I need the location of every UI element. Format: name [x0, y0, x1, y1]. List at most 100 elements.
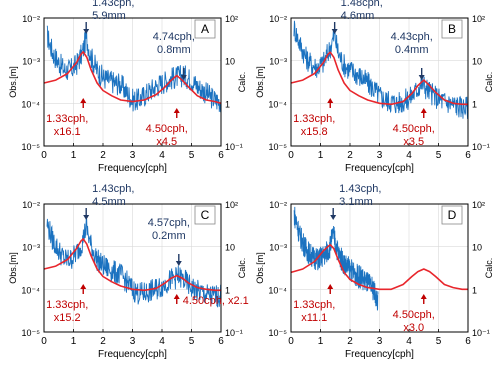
panel-label: C [201, 208, 210, 222]
y-left-tick-label: 10⁻³ [22, 243, 40, 253]
y-right-axis-label: Calc. [237, 258, 247, 279]
calc-peak-annotation: x11.1 [301, 312, 327, 324]
panel-label: B [448, 22, 456, 36]
x-tick-label: 2 [347, 150, 353, 161]
observed-spectrum-line [46, 217, 222, 308]
x-tick-label: 6 [465, 150, 471, 161]
x-tick-label: 3 [130, 336, 136, 347]
x-tick-label: 2 [100, 336, 106, 347]
y-right-axis-label: Calc. [484, 72, 494, 93]
calc-peak-arrowhead [80, 284, 87, 289]
obs-peak-arrowhead [331, 29, 338, 34]
obs-peak-arrowhead [175, 261, 182, 266]
x-tick-label: 4 [406, 150, 412, 161]
calculated-response-line [290, 243, 468, 291]
x-tick-label: 4 [159, 336, 165, 347]
y-right-tick-label: 1 [225, 99, 230, 109]
x-tick-label: 1 [318, 336, 324, 347]
chart-panel-a: 0 1 2 3 4 5 6 10⁻² 10⁻³ 10⁻⁴ 10⁻⁵ 10² 10 1 10⁻¹ Frequen… [8, 0, 247, 174]
y-left-tick-label: 10⁻⁴ [21, 99, 40, 109]
y-right-tick-label: 10 [225, 243, 235, 253]
y-right-axis-label: Calc. [484, 258, 494, 279]
x-tick-label: 3 [377, 150, 383, 161]
calc-peak-annotation: 1.33cph, [46, 299, 88, 311]
x-tick-label: 0 [288, 150, 294, 161]
calc-peak-annotation: 1.33cph, [46, 113, 88, 125]
x-tick-label: 4 [406, 336, 412, 347]
calc-peak-annotation: x3.5 [403, 136, 424, 148]
y-left-tick-label: 10⁻³ [269, 243, 287, 253]
x-tick-label: 1 [318, 150, 324, 161]
calc-peak-arrowhead [420, 294, 427, 299]
y-right-tick-label: 10² [472, 14, 485, 24]
y-left-tick-label: 10⁻² [22, 14, 40, 24]
obs-peak-annotation: 1.43cph, [339, 183, 381, 195]
y-right-tick-label: 1 [472, 285, 477, 295]
y-left-tick-label: 10⁻⁵ [269, 142, 288, 152]
calculated-response-line [43, 51, 222, 105]
y-left-tick-label: 10⁻² [22, 200, 40, 210]
y-left-tick-label: 10⁻³ [22, 57, 40, 67]
obs-peak-annotation: 4.74cph, [153, 31, 195, 43]
obs-peak-annotation: 0.4mm [395, 44, 429, 56]
chart-panel-b: 0 1 2 3 4 5 6 10⁻² 10⁻³ 10⁻⁴ 10⁻⁵ 10² 10 1 10⁻¹ Frequen… [255, 0, 494, 174]
obs-peak-arrowhead [180, 75, 187, 80]
x-tick-label: 5 [189, 336, 195, 347]
obs-peak-annotation: 4.5mm [92, 196, 126, 208]
y-left-tick-label: 10⁻⁴ [21, 285, 40, 295]
y-right-axis-label: Calc. [237, 72, 247, 93]
calc-peak-annotation: x15.8 [301, 126, 328, 138]
obs-peak-annotation: 0.2mm [152, 230, 186, 242]
x-tick-label: 0 [41, 336, 47, 347]
calc-peak-arrowhead [80, 98, 87, 103]
panel-label-box [194, 205, 216, 225]
y-right-tick-label: 10² [225, 14, 238, 24]
obs-peak-arrowhead [330, 215, 337, 220]
y-left-axis-label: Obs.[m] [255, 252, 265, 284]
y-right-tick-label: 10⁻¹ [225, 142, 243, 152]
y-left-tick-label: 10⁻³ [269, 57, 287, 67]
y-left-tick-label: 10⁻² [269, 14, 287, 24]
y-left-tick-label: 10⁻⁴ [268, 285, 287, 295]
calc-peak-annotation: x15.2 [54, 312, 81, 324]
y-right-tick-label: 10⁻¹ [225, 328, 243, 338]
x-tick-label: 3 [377, 336, 383, 347]
y-left-tick-label: 10⁻⁴ [268, 99, 287, 109]
y-left-axis-label: Obs.[m] [8, 252, 18, 284]
x-tick-label: 5 [189, 150, 195, 161]
y-left-axis-label: Obs.[m] [255, 66, 265, 98]
x-tick-label: 2 [100, 150, 106, 161]
observed-spectrum-line [293, 206, 379, 311]
x-tick-label: 5 [436, 336, 442, 347]
calculated-response-line [290, 51, 468, 106]
x-axis-label: Frequency[cph] [98, 349, 167, 360]
calc-peak-arrowhead [173, 108, 180, 113]
y-right-tick-label: 1 [225, 285, 230, 295]
obs-peak-annotation: 5.9mm [92, 10, 126, 22]
calc-peak-arrowhead [327, 98, 334, 103]
obs-peak-annotation: 3.1mm [339, 196, 373, 208]
y-right-tick-label: 10 [472, 243, 482, 253]
x-tick-label: 1 [71, 336, 77, 347]
x-tick-label: 1 [71, 150, 77, 161]
obs-peak-annotation: 0.8mm [157, 44, 191, 56]
observed-spectrum-line [293, 20, 469, 120]
calc-peak-annotation: 1.33cph, [293, 299, 335, 311]
calc-peak-annotation: 4.50cph, [393, 123, 435, 135]
x-tick-label: 3 [130, 150, 136, 161]
obs-peak-arrowhead [83, 29, 90, 34]
calc-peak-arrowhead [173, 294, 180, 299]
calc-peak-arrowhead [420, 108, 427, 113]
obs-peak-annotation: 4.57cph, [148, 217, 190, 229]
x-tick-label: 5 [436, 150, 442, 161]
panel-label: D [448, 208, 457, 222]
y-right-tick-label: 10 [225, 57, 235, 67]
x-tick-label: 4 [159, 150, 165, 161]
y-right-tick-label: 10² [472, 200, 485, 210]
x-tick-label: 0 [41, 150, 47, 161]
y-left-tick-label: 10⁻⁵ [22, 142, 41, 152]
x-tick-label: 6 [465, 336, 471, 347]
y-right-tick-label: 10⁻¹ [472, 328, 490, 338]
x-axis-label: Frequency[cph] [345, 349, 414, 360]
calc-peak-annotation: 4.50cph, [393, 309, 435, 321]
